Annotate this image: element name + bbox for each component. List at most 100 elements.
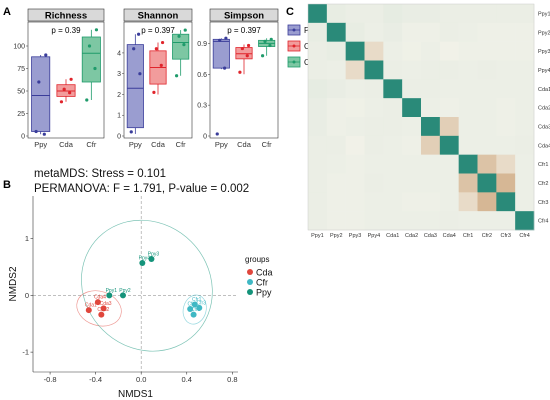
heatmap-cell-7-3 [364,135,384,155]
heatmap-cell-10-1 [326,192,346,212]
heatmap-cell-8-8 [458,154,478,174]
facet-ytick-label-0-0: 0 [21,134,25,141]
heatmap-cell-3-10 [496,60,516,80]
facet-ytick-label-1-0: 0 [117,134,121,141]
heatmap-cell-9-9 [477,173,497,193]
nmds-point-2-0 [148,256,155,263]
heatmap-cell-0-6 [421,4,441,24]
box-point-2-2-3 [269,37,273,41]
box-point-1-1-0 [152,90,156,94]
heatmap-cell-4-9 [477,79,497,99]
box-0-2 [81,36,101,83]
heatmap-cell-8-5 [402,154,422,174]
heatmap-cell-9-11 [515,173,535,193]
heatmap-row-label-7: Cda4 [538,143,550,149]
heatmap-cell-3-6 [421,60,441,80]
panel-label-b: B [3,179,11,191]
heatmap-cell-6-9 [477,117,497,137]
heatmap-cell-10-6 [421,192,441,212]
box-point-1-2-0 [174,74,179,78]
heatmap-cell-10-0 [308,192,328,212]
heatmap-cell-1-7 [439,22,459,42]
heatmap-cell-11-9 [477,211,497,231]
heatmap-cell-1-1 [326,22,346,42]
heatmap-cell-7-2 [345,135,365,155]
box-point-0-2-0 [85,98,89,102]
box-1-0 [126,44,144,129]
facet-pvalue-0: p = 0.39 [51,26,81,35]
heatmap-col-label-9: Cfr2 [482,233,492,239]
heatmap-cell-0-7 [439,4,459,24]
heatmap-cell-8-2 [345,154,365,174]
heatmap-cell-11-2 [345,211,365,231]
legend-label-0: Cda [256,268,273,278]
facet-xtick-label-2-1: Cda [237,140,252,149]
heatmap-row-label-1: Ppy2 [538,30,550,36]
heatmap-cell-5-3 [364,98,384,118]
box-point-0-2-2 [87,44,92,48]
nmds-point-label-2-1: Ppy4 [139,255,151,261]
heatmap-cell-3-4 [383,60,403,80]
heatmap-row-label-11: Cfr4 [538,219,548,225]
heatmap-cell-3-9 [477,60,497,80]
box-point-1-0-1 [136,32,141,36]
heatmap-cell-5-6 [421,98,441,118]
heatmap-row-label-10: Cfr3 [538,200,548,206]
box-point-2-1-2 [240,46,244,51]
box-point-1-2-1 [182,43,186,47]
facet-ytick-label-2-0: 0 [203,134,207,141]
heatmap-cell-2-5 [402,41,422,61]
heatmap-cell-1-11 [515,22,535,42]
heatmap-cell-11-7 [439,211,459,231]
heatmap-cell-2-10 [496,41,516,61]
heatmap-cell-4-6 [421,79,441,99]
heatmap-row-label-0: Ppy1 [538,11,550,17]
heatmap-cell-6-8 [458,117,478,137]
legend-key-dot-0 [292,28,296,32]
box-1-2 [172,33,190,60]
heatmap-cell-4-0 [308,79,328,99]
box-point-0-1-3 [69,77,73,81]
heatmap-cell-2-1 [326,41,346,61]
heatmap-row-label-9: Cfr2 [538,181,548,187]
facet-xtick-label-0-1: Cda [59,140,74,149]
heatmap-cell-7-1 [326,135,346,155]
box-point-1-2-3 [183,28,187,32]
box-point-1-1-3 [160,40,165,45]
heatmap-cell-1-2 [345,22,365,42]
heatmap-cell-3-11 [515,60,535,80]
heatmap-cell-10-7 [439,192,459,212]
heatmap-cell-4-5 [402,79,422,99]
box-point-1-1-1 [159,63,163,67]
heatmap-cell-2-8 [458,41,478,61]
facet-ytick-label-1-2: 2 [117,92,121,99]
heatmap-cell-11-8 [458,211,478,231]
heatmap-col-label-1: Ppy2 [330,233,343,239]
heatmap-cell-3-7 [439,60,459,80]
heatmap-cell-9-1 [326,173,346,193]
nmds-point-1-3 [190,311,197,318]
nmds-point-0-0 [94,299,101,306]
heatmap-cell-4-11 [515,79,535,99]
heatmap-col-label-2: Ppy3 [349,233,362,239]
heatmap-cell-9-10 [496,173,516,193]
facet-xtick-label-2-0: Ppy [215,140,228,149]
heatmap-cell-7-4 [383,135,403,155]
heatmap-cell-5-9 [477,98,497,118]
heatmap-cell-10-2 [345,192,365,212]
facet-pvalue-2: p = 0.397 [227,26,261,35]
box-point-0-0-1 [42,132,46,136]
box-point-2-0-2 [218,38,222,42]
nmds-point-2-1 [139,259,146,266]
nmds-point-label-2-0: Ppy3 [148,252,160,258]
heatmap-cell-5-8 [458,98,478,118]
heatmap-col-label-11: Cfr4 [519,233,529,239]
y-tick-label-1: 0 [25,291,29,300]
heatmap-cell-5-0 [308,98,328,118]
box-point-2-1-0 [238,70,242,74]
box-point-2-0-0 [215,132,219,136]
facet-xtick-label-2-2: Cfr [262,140,273,149]
heatmap-cell-8-1 [326,154,346,174]
correlation-heatmap: Ppy1 Ppy1 Ppy2 Ppy2 Ppy3 Ppy3 Ppy4 Ppy4 Cda1 Cda1… [307,3,550,239]
facet-xtick-label-0-0: Ppy [34,140,47,149]
